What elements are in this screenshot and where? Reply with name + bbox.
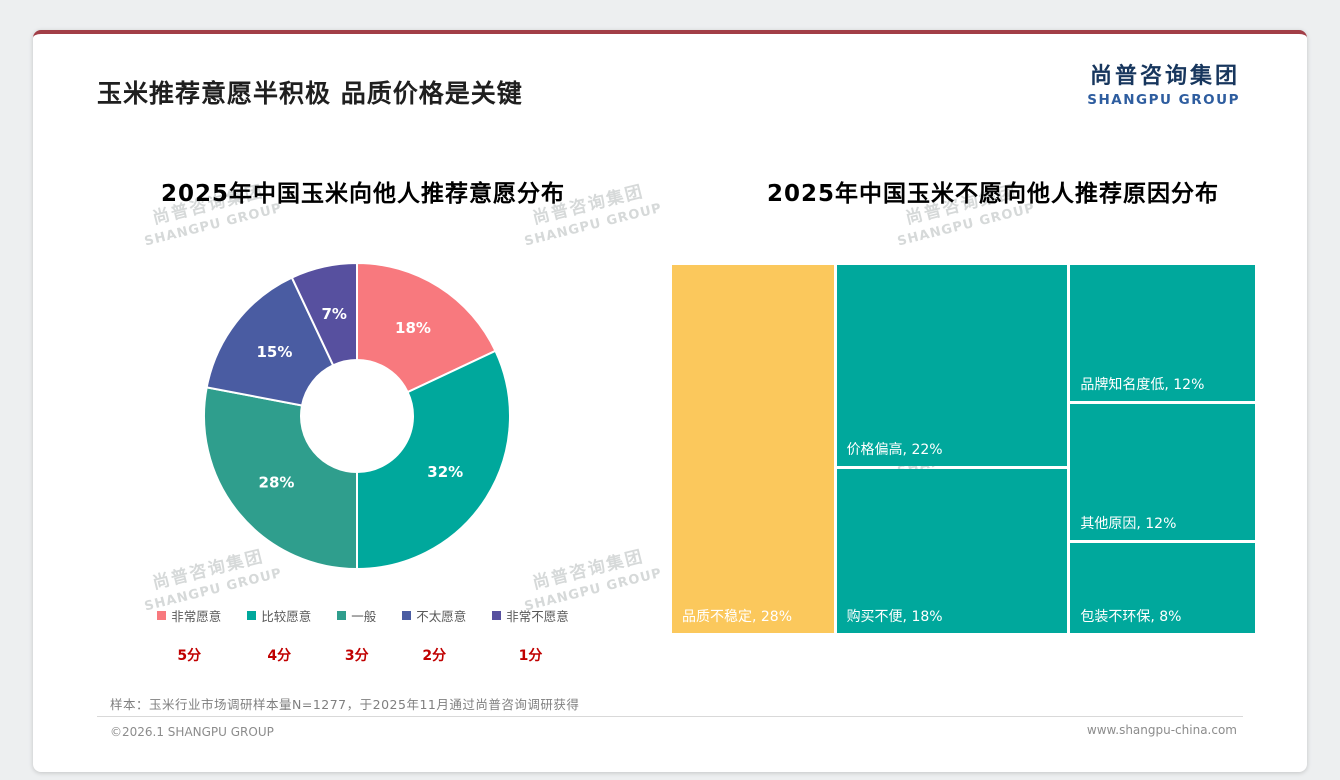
- donut-slice-3: [205, 276, 335, 407]
- treemap-column-2: 品牌知名度低, 12% 其他原因, 12% 包装不环保, 8%: [1070, 265, 1255, 633]
- treemap-cell-label: 其他原因, 12%: [1080, 515, 1177, 532]
- treemap-cell: 购买不便, 18%: [836, 468, 1068, 633]
- treemap-cell: 价格偏高, 22%: [836, 265, 1068, 466]
- treemap-cell: 品牌知名度低, 12%: [1070, 265, 1255, 401]
- legend-label: 非常不愿意: [506, 609, 569, 624]
- footer-website: www.shangpu-china.com: [1086, 723, 1237, 737]
- legend-score: 3分: [344, 648, 369, 664]
- treemap-cell-label: 品牌知名度低, 12%: [1080, 376, 1205, 393]
- watermark: 尚普咨询集团 SHANGPU GROUP: [517, 543, 664, 616]
- legend-item: 非常不愿意 1分: [492, 606, 569, 665]
- donut-chart: 18% 32% 28% 15% 7%: [203, 261, 511, 571]
- footer-copyright: ©2026.1 SHANGPU GROUP: [110, 725, 274, 739]
- legend-item: 不太愿意 2分: [402, 606, 466, 665]
- donut-slice-4: [290, 261, 358, 367]
- legend-score: 5分: [177, 648, 202, 664]
- company-logo: 尚普咨询集团 SHANGPU GROUP: [1087, 58, 1240, 108]
- legend-item: 一般 3分: [337, 606, 376, 665]
- treemap-cell-label: 包装不环保, 8%: [1080, 609, 1182, 625]
- donut-data-label: 18%: [395, 319, 431, 337]
- legend-score: 1分: [518, 648, 543, 664]
- donut-data-label: 32%: [427, 463, 463, 481]
- treemap-column-1: 价格偏高, 22% 购买不便, 18%: [836, 265, 1068, 633]
- treemap-column-0: 品质不稳定, 28%: [672, 265, 834, 633]
- pie-legend: 非常愿意 5分 比较愿意 4分 一般 3分 不太愿意 2分 非常不愿意 1分: [83, 606, 643, 665]
- legend-label: 非常愿意: [171, 609, 222, 624]
- treemap-cell: 其他原因, 12%: [1070, 403, 1255, 540]
- legend-swatch: [492, 611, 502, 620]
- legend-label: 不太愿意: [416, 609, 467, 624]
- treemap-cell-label: 购买不便, 18%: [846, 609, 943, 625]
- legend-score: 2分: [422, 648, 447, 664]
- donut-slice-2: [203, 386, 358, 571]
- donut-data-label: 7%: [321, 305, 346, 323]
- treemap-cell: 品质不稳定, 28%: [672, 265, 834, 633]
- legend-swatch: [157, 611, 167, 620]
- footer-divider: [97, 716, 1243, 717]
- legend-swatch: [402, 611, 412, 620]
- donut-chart-title: 2025年中国玉米向他人推荐意愿分布: [160, 181, 565, 207]
- donut-data-label: 15%: [256, 343, 292, 361]
- legend-score: 4分: [267, 648, 292, 664]
- watermark-cn: 尚普咨询集团: [530, 546, 647, 594]
- legend-item: 比较愿意 4分: [247, 606, 311, 665]
- sample-note: 样本：玉米行业市场调研样本量N=1277，于2025年11月通过尚普咨询调研获得: [110, 697, 580, 712]
- legend-label: 一般: [351, 609, 377, 624]
- donut-slice-0: [356, 261, 497, 394]
- donut-chart-area: 18% 32% 28% 15% 7%: [197, 256, 517, 576]
- report-slide-card: 尚普咨询集团 SHANGPU GROUP 尚普咨询集团 SHANGPU GROU…: [33, 30, 1307, 772]
- legend-swatch: [337, 611, 347, 620]
- donut-data-label: 28%: [259, 474, 295, 492]
- logo-cn-text: 尚普咨询集团: [1089, 64, 1240, 89]
- treemap-chart-title: 2025年中国玉米不愿向他人推荐原因分布: [766, 181, 1219, 207]
- treemap-cell: 包装不环保, 8%: [1070, 542, 1255, 633]
- page-title: 玉米推荐意愿半积极 品质价格是关键: [97, 79, 523, 108]
- donut-slice-1: [356, 349, 511, 571]
- treemap-cell-label: 价格偏高, 22%: [846, 441, 943, 458]
- treemap-cell-label: 品质不稳定, 28%: [682, 609, 793, 625]
- legend-item: 非常愿意 5分: [157, 606, 221, 665]
- legend-swatch: [247, 611, 257, 620]
- legend-label: 比较愿意: [261, 609, 312, 624]
- treemap-chart: 品质不稳定, 28% 价格偏高, 22% 购买不便, 18% 品牌知名度低, 12% 其…: [672, 265, 1255, 633]
- logo-en-text: SHANGPU GROUP: [1087, 92, 1240, 108]
